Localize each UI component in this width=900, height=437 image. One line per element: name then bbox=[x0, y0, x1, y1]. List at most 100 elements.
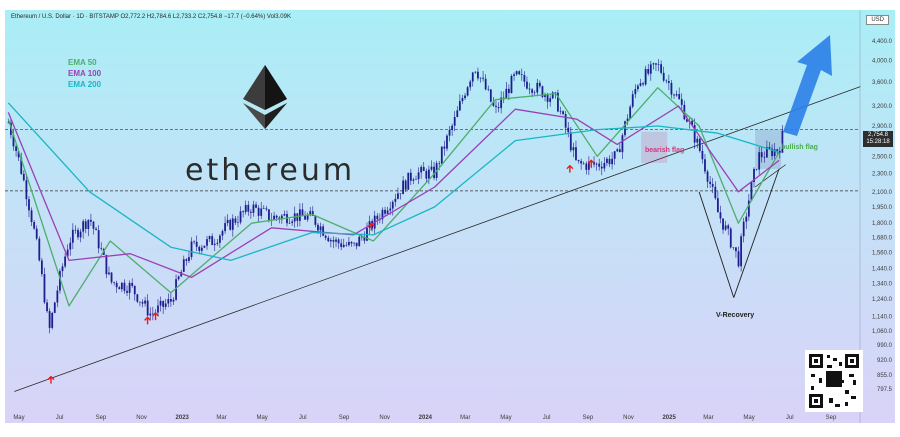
candle-body-92 bbox=[244, 204, 247, 213]
candle-body-258 bbox=[673, 94, 675, 96]
candle-body-292 bbox=[760, 152, 763, 158]
candle-body-230 bbox=[600, 166, 603, 169]
candle-body-96 bbox=[255, 204, 257, 208]
candle-body-185 bbox=[484, 78, 487, 90]
candle-body-136 bbox=[358, 236, 361, 247]
candle-body-46 bbox=[126, 290, 128, 293]
candle-body-179 bbox=[469, 81, 472, 88]
candle-body-65 bbox=[175, 279, 177, 300]
x-tick-label-6: May bbox=[256, 415, 267, 421]
candle-body-90 bbox=[239, 211, 242, 223]
candle-body-101 bbox=[268, 209, 270, 220]
candle-body-52 bbox=[141, 301, 144, 304]
candle-body-43 bbox=[118, 287, 121, 290]
candle-body-247 bbox=[644, 68, 647, 85]
candle-body-207 bbox=[541, 86, 544, 97]
candle-body-23 bbox=[66, 249, 69, 257]
candle-body-290 bbox=[755, 168, 758, 170]
legend-ema-200: EMA 200 bbox=[68, 80, 102, 89]
candle-body-252 bbox=[657, 64, 660, 65]
candle-body-219 bbox=[572, 147, 575, 151]
candle-body-22 bbox=[64, 256, 67, 267]
y-tick-label-18: 920.0 bbox=[877, 358, 893, 364]
y-tick-label-20: 797.5 bbox=[877, 387, 893, 393]
candle-body-169 bbox=[443, 146, 446, 149]
x-tick-label-20: Sep bbox=[826, 415, 837, 421]
candle-body-174 bbox=[456, 110, 459, 117]
y-tick-label-4: 2,900.0 bbox=[872, 124, 893, 130]
candle-body-120 bbox=[317, 224, 319, 231]
x-tick-label-15: Nov bbox=[623, 415, 634, 421]
price-chart-svg: 4,400.0 4,000.0 3,600.0 3,200.0 2,900.0 2,500… bbox=[5, 10, 893, 423]
candle-body-234 bbox=[611, 158, 613, 165]
candle-body-183 bbox=[479, 77, 482, 79]
candle-body-39 bbox=[108, 272, 110, 275]
candle-body-81 bbox=[216, 242, 219, 244]
ema-line-ema-100 bbox=[7, 105, 780, 279]
candle-body-60 bbox=[162, 300, 165, 307]
candle-body-40 bbox=[110, 272, 113, 283]
candle-body-91 bbox=[242, 211, 245, 213]
support-marker-arrow-5 bbox=[587, 159, 595, 168]
candle-body-270 bbox=[704, 159, 706, 172]
candle-body-156 bbox=[409, 172, 412, 181]
candle-body-266 bbox=[693, 125, 696, 143]
x-tick-label-0: May bbox=[13, 415, 24, 421]
candle-body-7 bbox=[25, 180, 28, 200]
candle-body-29 bbox=[82, 221, 85, 232]
candle-body-274 bbox=[714, 186, 717, 199]
candle-body-251 bbox=[655, 63, 657, 65]
candle-body-152 bbox=[399, 193, 402, 195]
candle-body-95 bbox=[252, 204, 255, 213]
candle-body-283 bbox=[737, 251, 740, 267]
candle-body-117 bbox=[309, 211, 312, 216]
flag-support-line bbox=[754, 164, 786, 188]
legend-ema-50: EMA 50 bbox=[68, 58, 97, 67]
candle-body-19 bbox=[56, 290, 59, 303]
candle-body-36 bbox=[100, 248, 103, 249]
candle-body-273 bbox=[711, 183, 714, 187]
candle-body-67 bbox=[180, 271, 183, 277]
candle-body-255 bbox=[665, 80, 668, 82]
candle-body-217 bbox=[567, 127, 570, 133]
candle-body-122 bbox=[322, 226, 325, 236]
candle-body-68 bbox=[182, 259, 185, 272]
candle-body-15 bbox=[46, 302, 48, 312]
candle-body-196 bbox=[513, 74, 515, 76]
candle-body-296 bbox=[771, 148, 773, 157]
candle-body-206 bbox=[538, 82, 541, 87]
ema-line-ema-200 bbox=[7, 102, 780, 262]
candle-body-71 bbox=[190, 241, 193, 258]
support-marker-arrow-0 bbox=[47, 375, 55, 384]
candle-body-259 bbox=[675, 94, 678, 96]
candle-body-171 bbox=[448, 129, 451, 136]
x-tick-label-13: Jul bbox=[543, 415, 551, 421]
candle-body-233 bbox=[608, 158, 611, 165]
y-tick-label-7: 2,100.0 bbox=[872, 190, 893, 196]
candle-body-79 bbox=[211, 236, 214, 245]
candle-body-184 bbox=[482, 77, 484, 79]
candle-body-143 bbox=[376, 215, 379, 220]
candle-body-62 bbox=[167, 299, 170, 304]
candle-body-181 bbox=[474, 71, 477, 73]
candle-body-31 bbox=[87, 219, 90, 229]
candle-body-20 bbox=[59, 271, 61, 291]
candle-body-153 bbox=[402, 180, 405, 195]
chart-panel: 4,400.0 4,000.0 3,600.0 3,200.0 2,900.0 2,500… bbox=[5, 10, 895, 423]
candle-body-113 bbox=[298, 209, 301, 221]
candle-body-157 bbox=[412, 179, 415, 181]
candle-body-121 bbox=[319, 226, 322, 231]
candle-body-225 bbox=[587, 161, 590, 170]
candle-body-33 bbox=[92, 221, 95, 229]
ema-legend: EMA 50 EMA 100 EMA 200 bbox=[68, 57, 101, 90]
candle-body-187 bbox=[489, 89, 492, 102]
x-tick-label-9: Nov bbox=[379, 415, 390, 421]
candle-body-9 bbox=[30, 210, 33, 223]
candle-body-193 bbox=[505, 88, 508, 98]
y-tick-label-14: 1,240.0 bbox=[872, 297, 893, 303]
bearish-flag-label: bearish flag bbox=[645, 147, 685, 154]
qr-code bbox=[805, 350, 863, 412]
candle-body-277 bbox=[722, 218, 724, 230]
candle-body-123 bbox=[324, 235, 327, 238]
currency-button[interactable]: USD bbox=[866, 15, 889, 25]
